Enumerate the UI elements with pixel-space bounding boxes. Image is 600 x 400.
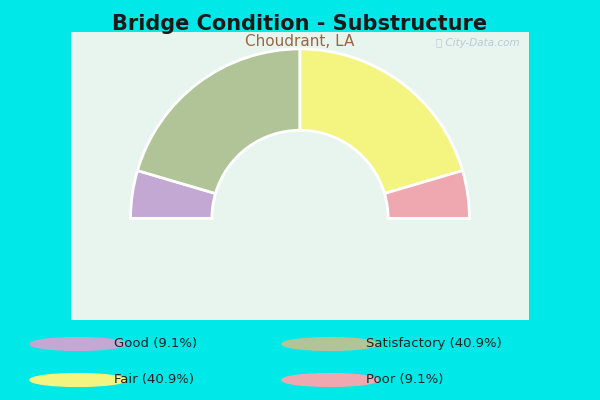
Text: Poor (9.1%): Poor (9.1%) <box>366 374 443 386</box>
Circle shape <box>282 374 378 386</box>
FancyBboxPatch shape <box>71 32 529 320</box>
Wedge shape <box>300 49 463 194</box>
Wedge shape <box>385 170 469 218</box>
Circle shape <box>30 374 126 386</box>
Text: Good (9.1%): Good (9.1%) <box>114 338 197 350</box>
Text: Bridge Condition - Substructure: Bridge Condition - Substructure <box>112 14 488 34</box>
Wedge shape <box>137 49 300 194</box>
Text: Choudrant, LA: Choudrant, LA <box>245 34 355 49</box>
Text: ⭘ City-Data.com: ⭘ City-Data.com <box>436 38 520 48</box>
Text: Fair (40.9%): Fair (40.9%) <box>114 374 194 386</box>
Text: Satisfactory (40.9%): Satisfactory (40.9%) <box>366 338 502 350</box>
Circle shape <box>30 338 126 350</box>
Circle shape <box>282 338 378 350</box>
Wedge shape <box>131 170 215 218</box>
